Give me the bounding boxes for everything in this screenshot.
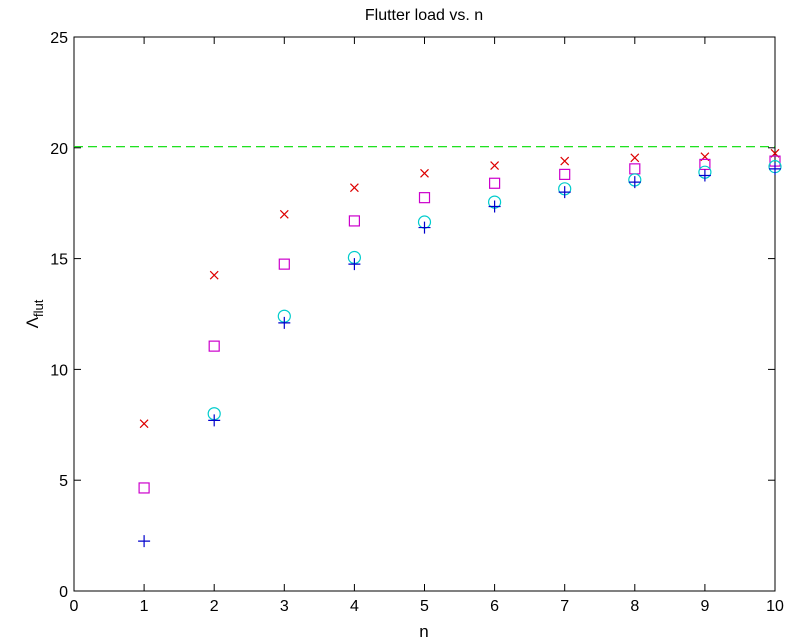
x-axis-label: n — [419, 622, 428, 641]
data-point-plus-marker — [278, 316, 291, 329]
y-tick-label: 10 — [50, 362, 68, 379]
data-point-x-marker — [630, 153, 640, 163]
data-point-square-marker — [278, 258, 290, 270]
data-point-plus-marker — [348, 258, 361, 271]
x-tick-label: 4 — [350, 598, 359, 615]
x-tick-label: 5 — [420, 598, 429, 615]
data-point-x-marker — [490, 161, 500, 170]
data-point-x-marker — [279, 209, 289, 219]
x-tick-label: 3 — [280, 598, 289, 615]
data-point-square-marker — [559, 168, 571, 180]
x-tick-label: 7 — [560, 598, 569, 615]
data-point-x-marker — [349, 183, 359, 193]
data-point-plus-marker — [769, 162, 781, 175]
data-point-x-marker — [560, 156, 570, 166]
data-point-square-marker — [699, 158, 711, 171]
y-tick-label: 0 — [59, 584, 68, 601]
x-tick-label: 2 — [210, 598, 219, 615]
y-axis-label-main: Λ — [23, 316, 42, 328]
data-point-plus-marker — [558, 186, 571, 199]
x-tick-label: 8 — [630, 598, 639, 615]
y-tick-label: 5 — [59, 473, 68, 490]
x-tick-label: 6 — [490, 598, 499, 615]
x-tick-label: 10 — [766, 598, 784, 615]
data-point-x-marker — [139, 419, 149, 429]
chart-title: Flutter load vs. n — [365, 7, 483, 24]
tick-layer: 0 1 2 3 4 5 6 7 8 9 10 0 5 10 15 20 25 — [50, 30, 784, 615]
x-tick-label: 0 — [70, 598, 79, 615]
data-point-plus-marker — [698, 169, 711, 182]
data-point-plus-marker — [488, 200, 501, 213]
x-tick-label: 9 — [700, 598, 709, 615]
data-point-plus-marker — [138, 535, 151, 548]
y-axis-label: Λflut — [23, 299, 46, 328]
y-tick-label: 20 — [50, 141, 68, 158]
data-point-x-marker — [420, 168, 429, 178]
y-tick-label: 25 — [50, 30, 68, 47]
y-axis-label-sub: flut — [31, 299, 46, 317]
data-point-plus-marker — [418, 221, 431, 234]
data-point-plus-marker — [208, 414, 221, 427]
data-point-plus-marker — [628, 176, 641, 189]
data-point-square-marker — [208, 340, 220, 352]
data-point-x-marker — [209, 270, 219, 280]
data-point-square-marker — [348, 215, 360, 227]
y-tick-label: 15 — [50, 252, 68, 269]
data-point-square-marker — [418, 192, 431, 204]
data-point-square-marker — [138, 482, 150, 494]
marker-layer — [138, 148, 782, 548]
x-tick-label: 1 — [140, 598, 149, 615]
plot-area — [73, 36, 776, 592]
data-point-square-marker — [489, 177, 501, 189]
